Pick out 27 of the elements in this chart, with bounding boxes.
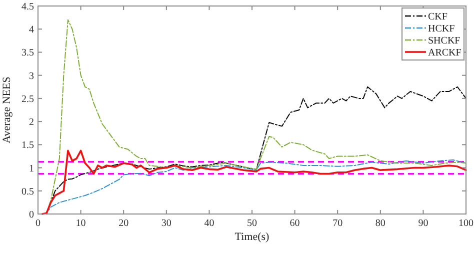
legend-label: SHCKF xyxy=(428,36,461,46)
y-tick-label: 0 xyxy=(29,210,34,220)
line-series xyxy=(41,150,467,215)
y-tick-label: 1.5 xyxy=(22,140,34,152)
x-tick-label: 70 xyxy=(332,218,343,229)
y-tick-label: 3 xyxy=(29,70,34,82)
legend-label: HCKF xyxy=(428,24,456,34)
x-axis-title: Time(s) xyxy=(234,231,270,243)
x-tick-label: 60 xyxy=(290,218,300,229)
legend-label: CKF xyxy=(428,12,448,22)
y-tick-label: 4.5 xyxy=(22,2,34,12)
x-tick-label: 80 xyxy=(375,218,386,229)
x-tick-label: 10 xyxy=(76,218,86,229)
x-tick-label: 30 xyxy=(161,218,172,229)
x-tick-label: 50 xyxy=(247,218,257,229)
x-tick-label: 40 xyxy=(204,218,214,229)
y-axis-title: Average NEES xyxy=(1,76,13,144)
x-tick-label: 100 xyxy=(458,218,474,229)
y-tick-label: 3.5 xyxy=(22,48,34,59)
y-tick-label: 2 xyxy=(29,117,34,128)
x-tick-label: 90 xyxy=(418,218,428,229)
x-tick-label: 20 xyxy=(118,218,129,229)
y-tick-label: 1 xyxy=(29,163,34,174)
y-tick-label: 2.5 xyxy=(22,94,34,105)
y-tick-label: 4 xyxy=(29,24,34,36)
y-tick-label: 0.5 xyxy=(22,186,34,198)
legend-label: ARCKF xyxy=(428,48,462,58)
